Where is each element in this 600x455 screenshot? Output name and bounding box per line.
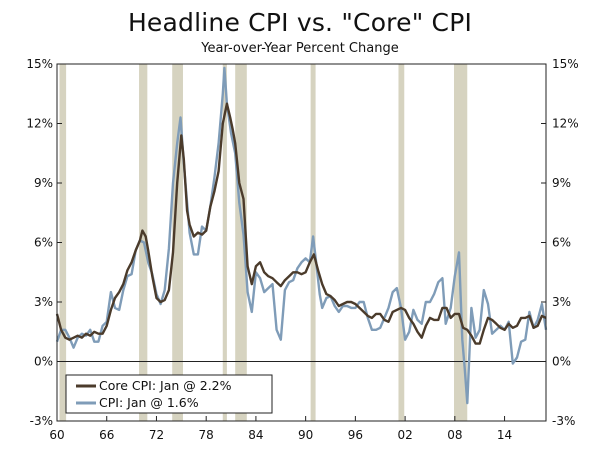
- core-cpi-line: [55, 102, 547, 345]
- y-tick-label-left: 3%: [34, 295, 53, 309]
- y-tick-label-right: 0%: [552, 355, 571, 369]
- recession-bar-3: [222, 64, 227, 421]
- axes: -3% -3% 0% 0% 3% 3% 6% 6% 9% 9% 12% 12% 15% 15% 60 66 72…: [26, 57, 578, 442]
- recession-shading: [59, 64, 468, 421]
- y-tick-label-left: 15%: [26, 57, 53, 71]
- y-tick-label-left: 0%: [34, 355, 53, 369]
- y-tick-label-right: -3%: [552, 414, 575, 428]
- x-tick-label: 84: [248, 428, 263, 442]
- x-tick-label: 60: [49, 428, 64, 442]
- legend: Core CPI: Jan @ 2.2% CPI: Jan @ 1.6%: [65, 374, 273, 414]
- headline-cpi-line: [55, 66, 548, 405]
- recession-bar-0: [59, 64, 67, 421]
- recession-bar-6: [398, 64, 405, 421]
- x-tick-label: 02: [397, 428, 412, 442]
- y-tick-label-left: 6%: [34, 236, 53, 250]
- x-tick-label: 72: [149, 428, 164, 442]
- legend-label-0: Core CPI: Jan @ 2.2%: [99, 378, 232, 393]
- y-tick-label-right: 3%: [552, 295, 571, 309]
- legend-box: [65, 374, 273, 414]
- x-tick-label: 66: [99, 428, 114, 442]
- x-tick-label: 78: [199, 428, 214, 442]
- x-tick-label: 08: [447, 428, 462, 442]
- recession-bar-4: [235, 64, 247, 421]
- y-tick-label-left: 12%: [26, 117, 53, 131]
- plot-frame: [56, 63, 547, 422]
- y-tick-label-right: 6%: [552, 236, 571, 250]
- chart-title: Headline CPI vs. "Core" CPI: [127, 8, 473, 37]
- y-tick-label-left: -3%: [30, 414, 53, 428]
- recession-bar-7: [454, 64, 468, 421]
- y-tick-label-left: 9%: [34, 176, 53, 190]
- x-tick-label: 14: [497, 428, 512, 442]
- legend-label-1: CPI: Jan @ 1.6%: [99, 395, 199, 410]
- y-tick-label-right: 9%: [552, 176, 571, 190]
- series-lines: [55, 66, 548, 405]
- chart-subtitle: Year-over-Year Percent Change: [201, 41, 399, 56]
- recession-bar-2: [172, 64, 183, 421]
- x-tick-label: 96: [348, 428, 363, 442]
- y-tick-label-right: 15%: [552, 57, 579, 71]
- y-tick-label-right: 12%: [552, 117, 579, 131]
- x-tick-label: 90: [298, 428, 313, 442]
